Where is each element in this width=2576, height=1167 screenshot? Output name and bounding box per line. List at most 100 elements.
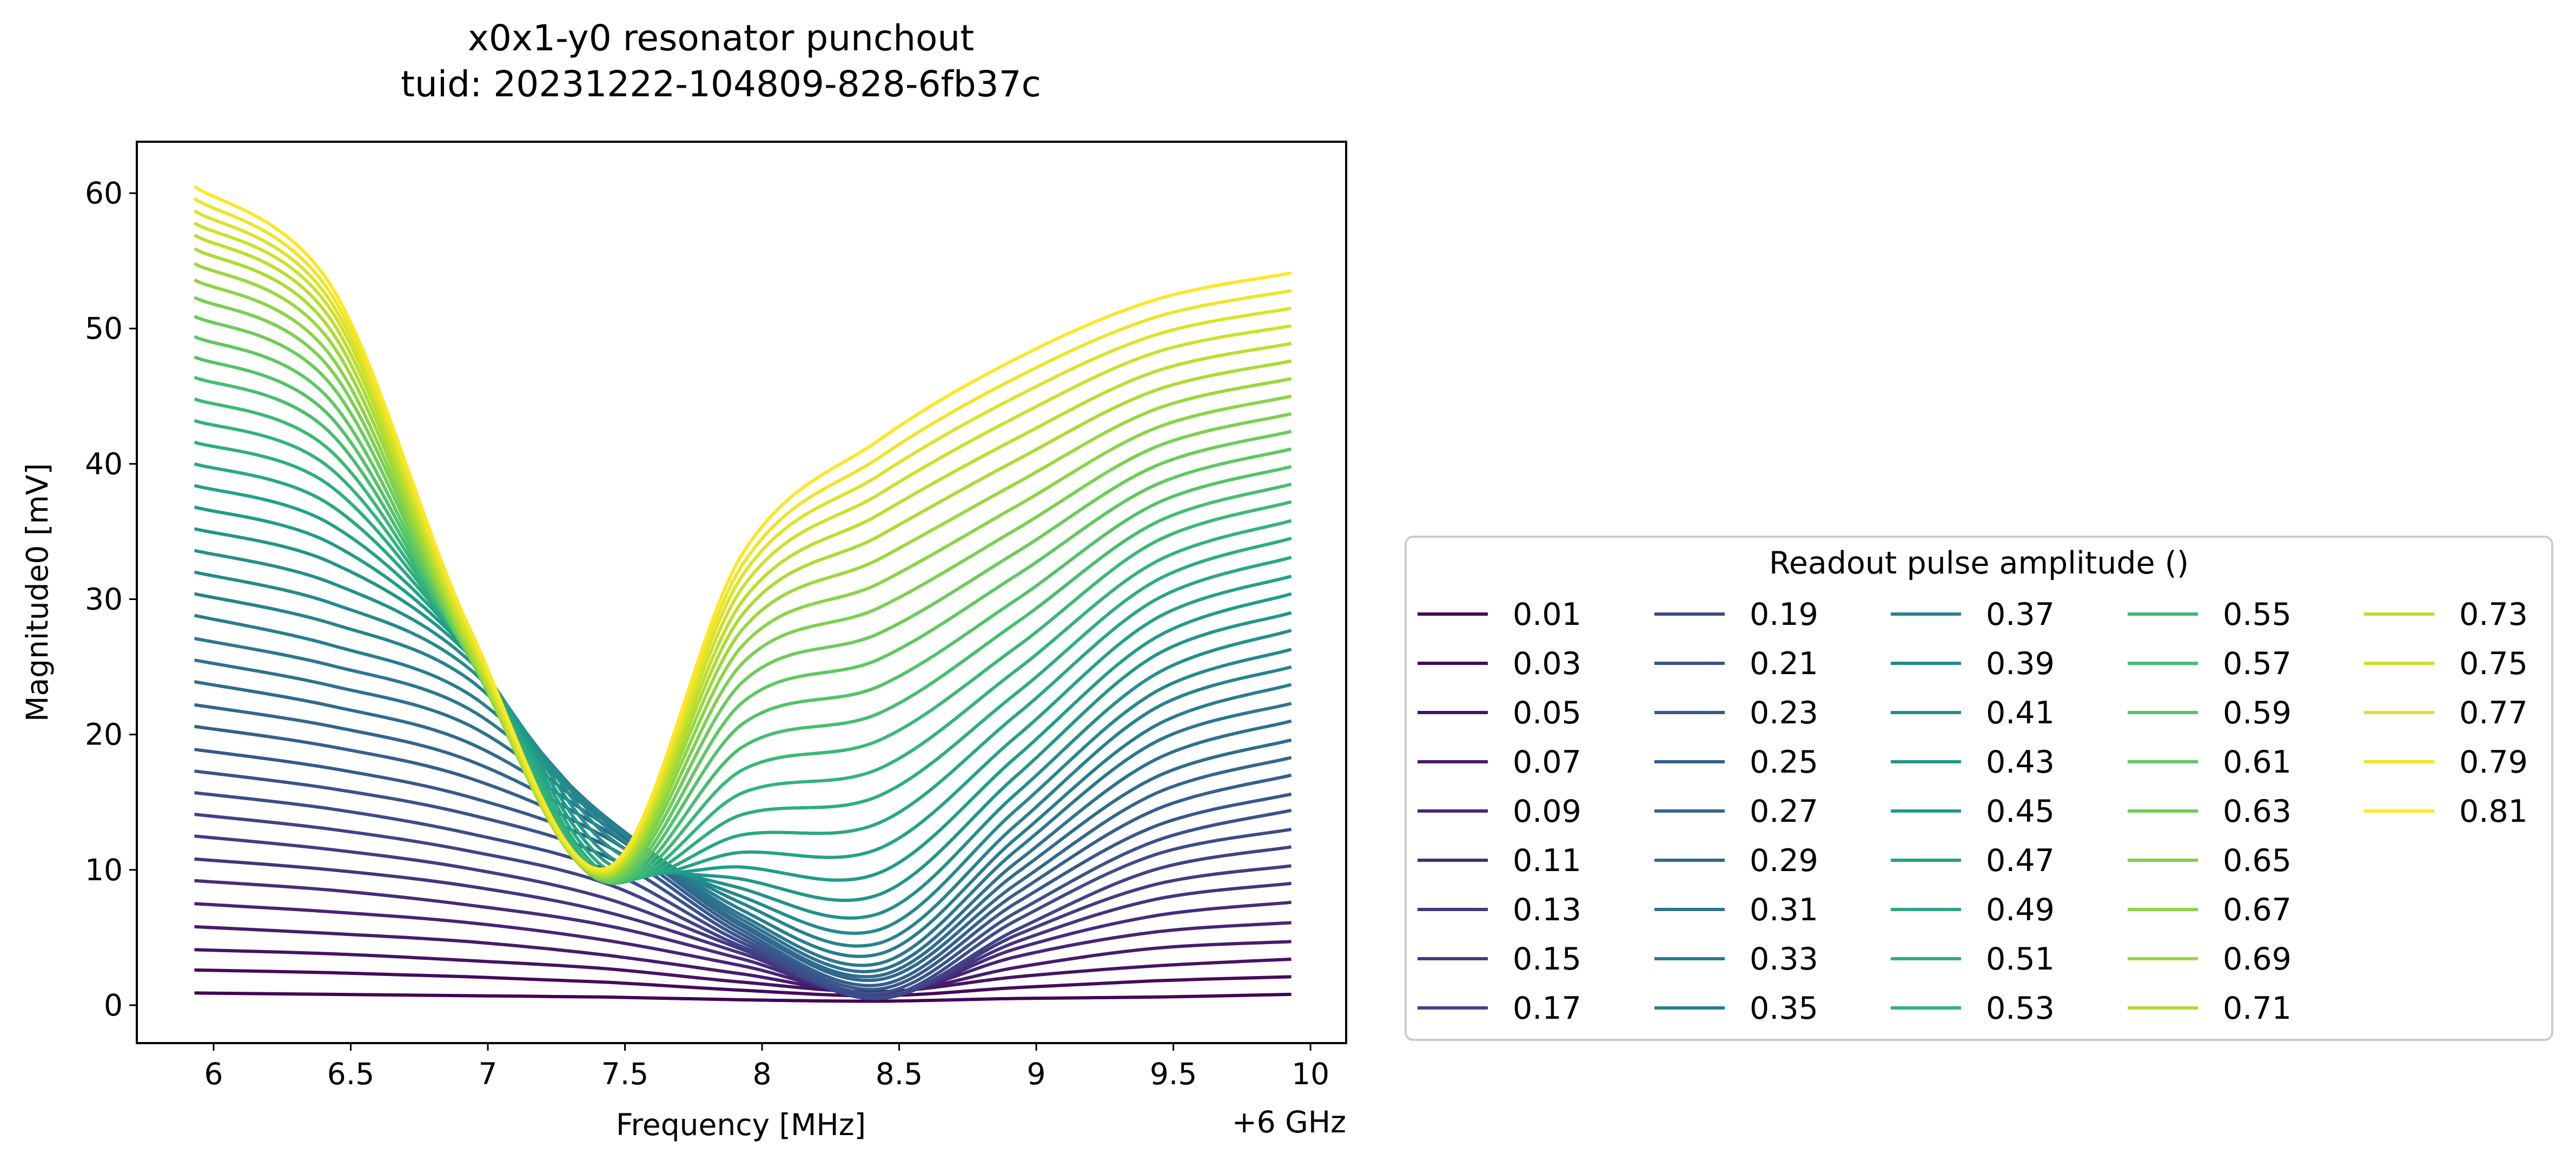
legend-entry-label: 0.63 — [2223, 794, 2292, 829]
legend-entry-label: 0.71 — [2223, 991, 2292, 1026]
legend-entry-label: 0.13 — [1513, 892, 1581, 928]
x-tick-label: 9.5 — [1150, 1057, 1197, 1091]
legend-entry-label: 0.73 — [2459, 597, 2528, 632]
x-tick-label: 10 — [1292, 1057, 1329, 1091]
series-line-0.11 — [194, 879, 1292, 998]
legend-entry-label: 0.11 — [1513, 843, 1581, 879]
series-line-0.69 — [193, 262, 1292, 879]
series-line-0.75 — [193, 221, 1292, 875]
legend-entries: 0.01 0.03 0.05 0.07 0.09 0.11 0.13 0.15 0.17 0.19… — [1418, 597, 2528, 1026]
series-line-0.15 — [194, 834, 1292, 1000]
legend-entry-label: 0.39 — [1986, 646, 2055, 682]
series-line-0.03 — [194, 968, 1292, 998]
y-tick-label: 20 — [85, 717, 123, 752]
chart-title: x0x1-y0 resonator punchout — [468, 17, 974, 59]
y-tick-label: 40 — [85, 446, 123, 481]
legend-entry-label: 0.79 — [2459, 744, 2528, 780]
y-tick-label: 0 — [104, 988, 123, 1023]
series-line-0.29 — [194, 680, 1292, 979]
series-line-0.61 — [194, 335, 1292, 884]
legend-entry-label: 0.31 — [1750, 892, 1818, 928]
legend-entry-label: 0.59 — [2223, 695, 2292, 731]
legend-entry-label: 0.33 — [1750, 941, 1818, 977]
legend-entry-label: 0.29 — [1750, 843, 1818, 879]
legend-entry-label: 0.15 — [1513, 941, 1581, 977]
y-tick-label: 50 — [85, 311, 123, 346]
series-line-0.39 — [194, 570, 1292, 935]
y-tick-label: 10 — [85, 853, 123, 887]
legend-entry-label: 0.41 — [1986, 695, 2055, 731]
series-line-0.25 — [194, 724, 1292, 987]
legend-entry-label: 0.23 — [1750, 695, 1818, 731]
legend-entry-label: 0.19 — [1750, 597, 1818, 632]
series-line-0.59 — [194, 355, 1292, 885]
legend-entry-label: 0.65 — [2223, 843, 2292, 879]
series-line-0.17 — [194, 813, 1292, 1000]
series-line-0.65 — [194, 296, 1292, 881]
series-line-0.49 — [194, 462, 1292, 879]
legend-entry-label: 0.49 — [1986, 892, 2055, 928]
legend: Readout pulse amplitude () 0.010.030.050… — [1405, 536, 2553, 1041]
series-line-0.05 — [194, 948, 1292, 994]
series-line-0.81 — [193, 185, 1292, 871]
series-line-0.71 — [193, 247, 1292, 877]
plot-lines — [193, 185, 1292, 1003]
legend-entry-label: 0.21 — [1750, 646, 1818, 682]
x-axis-ticks: 6 6.5 7 7.5 8 8.5 9 9.5 10 — [204, 1043, 1329, 1091]
series-line-0.73 — [193, 234, 1292, 876]
series-line-0.07 — [194, 925, 1292, 995]
x-tick-label: 7 — [478, 1057, 497, 1091]
series-line-0.63 — [194, 315, 1292, 882]
plot-frame — [136, 141, 1347, 1044]
series-line-0.23 — [194, 748, 1292, 991]
legend-entry-label: 0.03 — [1513, 646, 1581, 682]
x-axis-offset-label: +6 GHz — [1232, 1105, 1346, 1139]
x-tick-label: 7.5 — [601, 1057, 648, 1091]
series-line-0.21 — [194, 769, 1292, 995]
legend-entry-label: 0.25 — [1750, 744, 1818, 780]
legend-entry-label: 0.57 — [2223, 646, 2292, 682]
legend-entry-label: 0.77 — [2459, 695, 2528, 731]
legend-entry-label: 0.53 — [1986, 991, 2055, 1026]
y-tick-label: 30 — [85, 582, 123, 617]
y-tick-label: 60 — [85, 176, 123, 210]
y-axis-label: Magnitude0 [mV] — [20, 463, 55, 722]
legend-entry-label: 0.45 — [1986, 794, 2055, 829]
legend-entry-label: 0.81 — [2459, 794, 2528, 829]
series-line-0.09 — [194, 902, 1292, 997]
x-tick-label: 8 — [753, 1057, 772, 1091]
series-line-0.67 — [194, 278, 1292, 880]
series-line-0.19 — [194, 791, 1292, 999]
chart-subtitle: tuid: 20231222-104809-828-6fb37c — [401, 63, 1041, 105]
series-line-0.45 — [194, 505, 1292, 882]
legend-entry-label: 0.35 — [1750, 991, 1818, 1026]
legend-entry-label: 0.47 — [1986, 843, 2055, 879]
series-line-0.51 — [194, 440, 1292, 882]
legend-entry-label: 0.27 — [1750, 794, 1818, 829]
series-line-0.27 — [194, 703, 1292, 983]
legend-entry-label: 0.75 — [2459, 646, 2528, 682]
series-line-0.79 — [193, 197, 1292, 872]
series-line-0.47 — [194, 484, 1292, 877]
legend-title: Readout pulse amplitude () — [1769, 545, 2189, 581]
series-line-0.41 — [194, 549, 1292, 920]
series-line-0.13 — [194, 857, 1292, 999]
legend-entry-label: 0.01 — [1513, 597, 1581, 632]
legend-entry-label: 0.43 — [1986, 744, 2055, 780]
x-tick-label: 9 — [1027, 1057, 1046, 1091]
legend-entry-label: 0.37 — [1986, 597, 2055, 632]
legend-entry-label: 0.67 — [2223, 892, 2292, 928]
series-line-0.37 — [194, 592, 1292, 948]
series-line-0.33 — [194, 637, 1292, 967]
x-axis-label: Frequency [MHz] — [616, 1107, 866, 1142]
legend-entry-label: 0.09 — [1513, 794, 1581, 829]
legend-entry-label: 0.07 — [1513, 744, 1581, 780]
legend-entry-label: 0.61 — [2223, 744, 2292, 780]
series-line-0.53 — [194, 419, 1292, 884]
series-line-0.55 — [194, 397, 1292, 885]
x-tick-label: 6.5 — [327, 1057, 374, 1091]
x-tick-label: 6 — [204, 1057, 223, 1091]
series-line-0.31 — [194, 658, 1292, 973]
legend-entry-label: 0.17 — [1513, 991, 1581, 1026]
